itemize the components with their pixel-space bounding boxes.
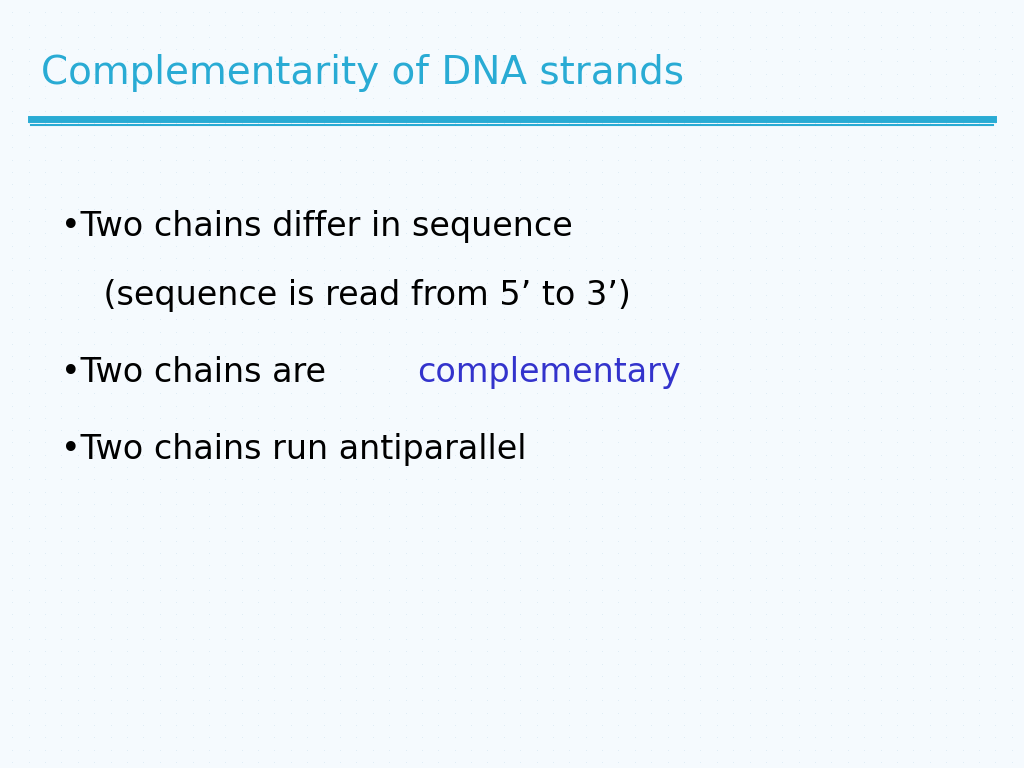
Text: complementary: complementary — [417, 356, 681, 389]
Text: (sequence is read from 5’ to 3’): (sequence is read from 5’ to 3’) — [61, 280, 632, 312]
Text: •Two chains run antiparallel: •Two chains run antiparallel — [61, 433, 527, 465]
Text: Complementarity of DNA strands: Complementarity of DNA strands — [41, 54, 684, 92]
Text: •Two chains are: •Two chains are — [61, 356, 337, 389]
Text: •Two chains differ in sequence: •Two chains differ in sequence — [61, 210, 573, 243]
